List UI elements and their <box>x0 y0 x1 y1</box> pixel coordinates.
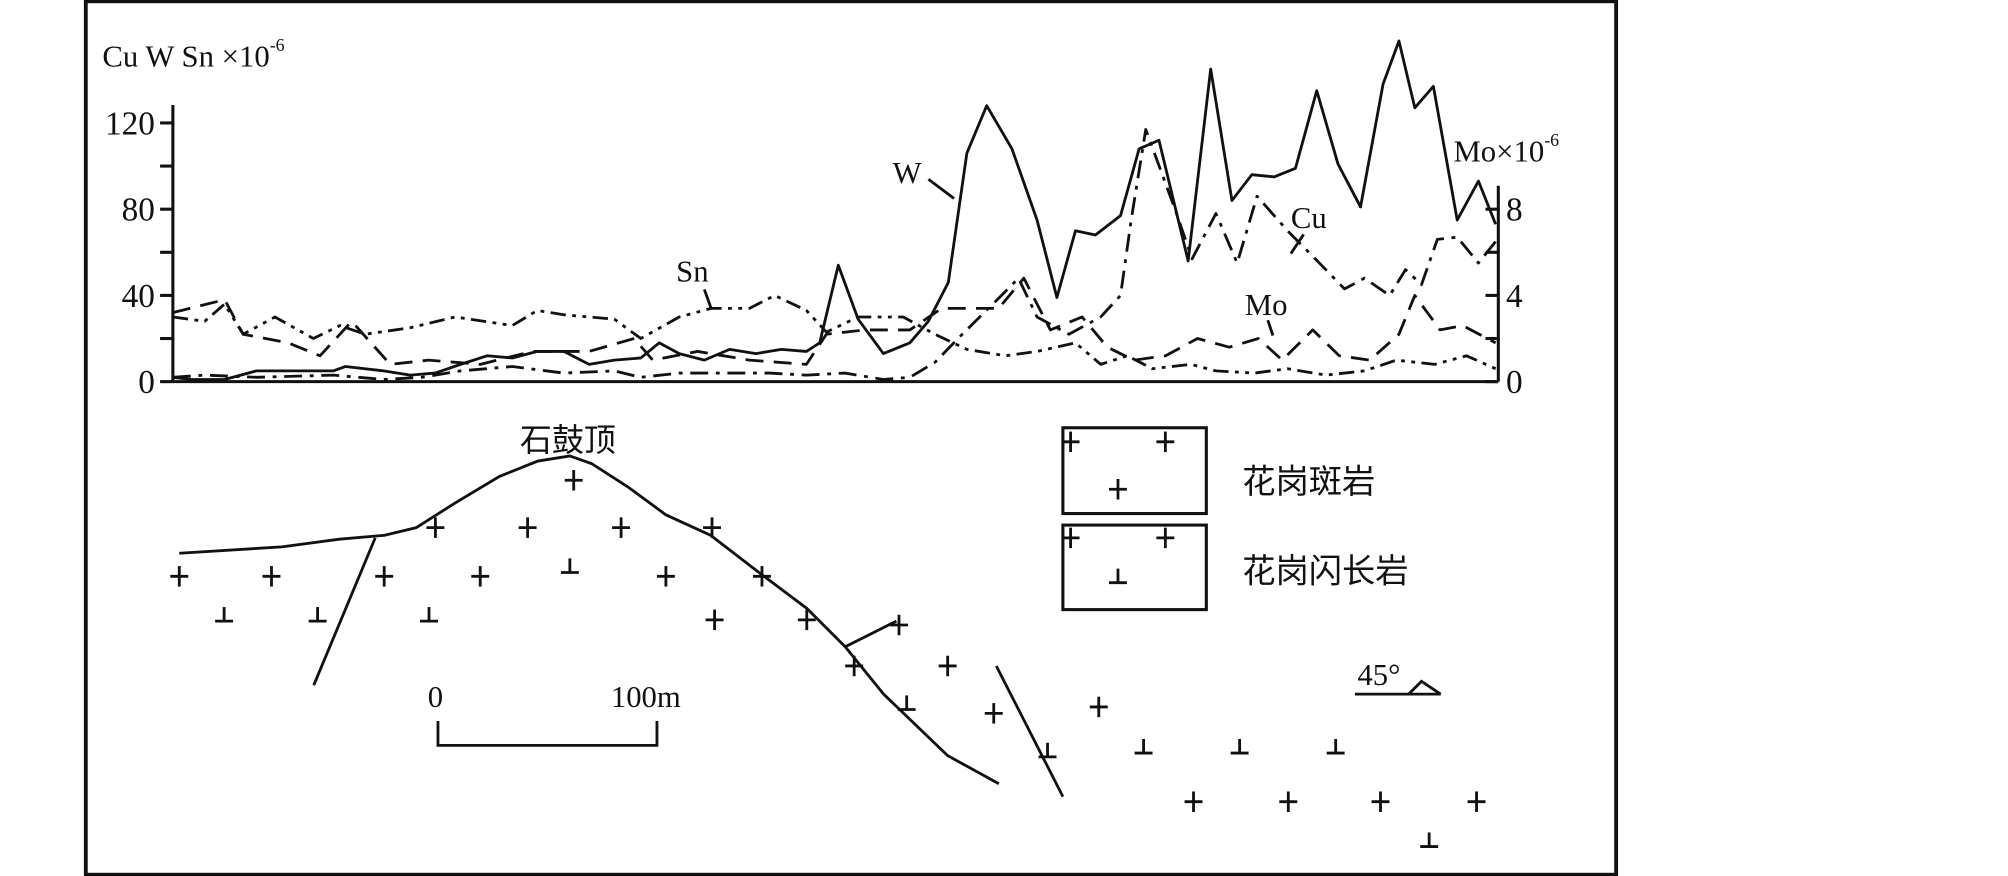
scale-bar <box>436 721 659 747</box>
granite-porphyry-symbol <box>564 470 583 491</box>
series-label-sn-leader <box>703 288 713 308</box>
legend-plus-icon <box>1109 478 1127 500</box>
contact-line-east <box>995 665 1065 798</box>
granodiorite-symbol <box>1134 738 1153 755</box>
contact-line-west <box>312 537 377 686</box>
series-line-w <box>172 39 1497 381</box>
cross-section: 石鼓顶 0 100m 45° 花岗斑岩 花岗闪长岩 <box>170 422 1486 848</box>
granodiorite-symbol <box>1420 832 1439 848</box>
dip-arrow-icon <box>1354 679 1442 696</box>
series-label-cu-leader <box>1289 233 1305 255</box>
right-tick-label: 0 <box>1506 364 1523 401</box>
left-tick-label: 80 <box>122 192 155 229</box>
granite-porphyry-symbol <box>375 566 394 587</box>
granodiorite-symbol <box>308 607 327 623</box>
granite-porphyry-symbol <box>1371 791 1390 812</box>
granite-porphyry-symbol <box>471 566 490 587</box>
granodiorite-symbol <box>897 695 916 711</box>
scale-end-label: 100m <box>611 680 681 714</box>
topographic-surface <box>179 454 898 649</box>
legend-swatch-granite-porphyry <box>1061 426 1208 516</box>
left-tick-label: 120 <box>105 105 155 142</box>
series-label-mo: Mo <box>1245 288 1288 322</box>
granite-porphyry-symbol <box>890 614 908 636</box>
granite-porphyry-symbol <box>753 566 771 587</box>
topographic-surface-east <box>844 645 1000 786</box>
granodiorite-symbol <box>560 558 579 574</box>
series-label-sn: Sn <box>676 255 708 289</box>
left-tick-label: 0 <box>138 364 155 401</box>
granite-porphyry-symbol <box>1279 791 1298 812</box>
legend-perp-icon <box>1109 568 1127 585</box>
legend-plus-icon <box>1156 431 1175 453</box>
granodiorite-symbol <box>1326 738 1345 755</box>
granite-porphyry-symbol <box>705 609 724 631</box>
granite-porphyry-symbol <box>518 517 537 538</box>
legend: 花岗斑岩 花岗闪长岩 <box>1061 426 1409 612</box>
legend-swatch-granodiorite <box>1061 523 1208 612</box>
series-label-cu: Cu <box>1291 201 1327 235</box>
peak-name: 石鼓顶 <box>520 422 616 458</box>
granite-porphyry-symbol <box>1184 791 1203 812</box>
granodiorite-symbol <box>1230 738 1249 755</box>
granodiorite-symbol <box>420 607 438 623</box>
granite-porphyry-symbol <box>845 655 864 677</box>
legend-label-granite-porphyry: 花岗斑岩 <box>1242 464 1375 501</box>
granite-porphyry-symbol <box>703 517 721 538</box>
granodiorite-symbol <box>215 607 234 623</box>
left-axis-title: Cu W Sn ×10-6 <box>102 35 284 73</box>
granite-porphyry-symbol <box>984 703 1003 724</box>
series-label-mo-leader <box>1266 319 1275 336</box>
right-axis-title: Mo×10-6 <box>1453 130 1559 168</box>
granite-porphyry-symbol <box>1089 696 1108 718</box>
granite-porphyry-symbol <box>797 609 816 631</box>
series-line-cu <box>172 128 1497 381</box>
series-line-sn <box>172 294 1497 377</box>
figure-frame <box>83 0 1619 876</box>
granite-porphyry-symbol <box>262 566 281 587</box>
granite-porphyry-symbol <box>938 655 957 677</box>
legend-plus-icon <box>1156 527 1175 549</box>
series-label-w: W <box>893 156 922 190</box>
scale-start-label: 0 <box>428 680 443 714</box>
legend-plus-icon <box>1061 527 1080 549</box>
left-tick-label: 40 <box>122 278 155 315</box>
granite-porphyry-symbol <box>612 517 631 538</box>
legend-label-granodiorite: 花岗闪长岩 <box>1242 554 1408 591</box>
granite-porphyry-symbol <box>1467 791 1486 812</box>
granite-porphyry-symbol <box>426 517 445 538</box>
right-tick-label: 4 <box>1506 278 1523 315</box>
geochem-chart: Cu W Sn ×10-6 Mo×10-6 0 40 80 120 0 4 8 W Cu S… <box>102 35 1559 401</box>
series-label-w-leader <box>927 178 955 200</box>
series-line-mo <box>172 276 1497 366</box>
right-tick-label: 8 <box>1506 192 1523 229</box>
granite-porphyry-symbol <box>656 566 675 587</box>
dip-label: 45° <box>1357 658 1400 692</box>
granite-porphyry-symbol <box>170 566 189 587</box>
legend-plus-icon <box>1061 431 1080 453</box>
